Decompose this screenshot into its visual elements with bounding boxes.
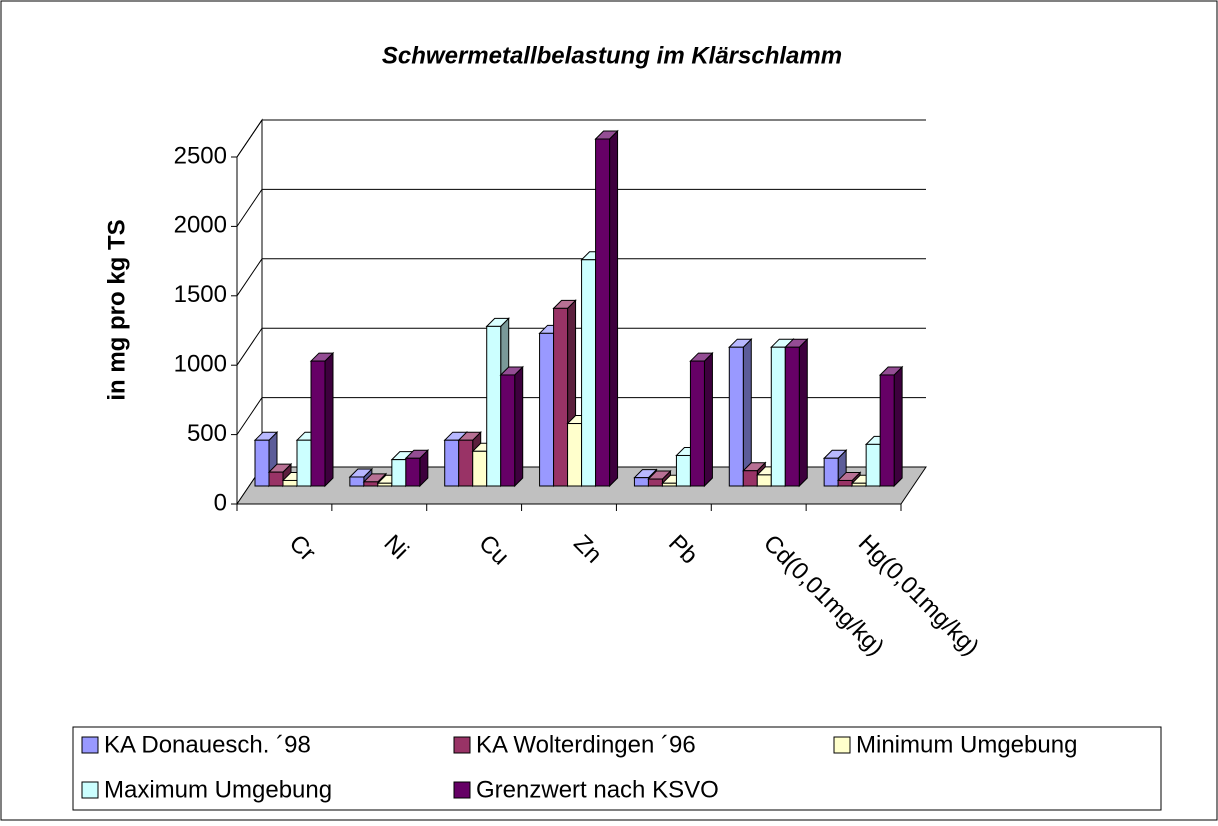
bar-front bbox=[486, 325, 502, 487]
y-tick-label: 1000 bbox=[174, 351, 227, 378]
legend bbox=[72, 726, 1162, 811]
bar-front bbox=[268, 471, 284, 487]
legend-label: KA Donauesch. ´98 bbox=[104, 731, 311, 758]
bar-side bbox=[893, 365, 903, 488]
y-tick-label: 0 bbox=[214, 489, 227, 516]
bar bbox=[822, 449, 848, 488]
bar-front bbox=[675, 454, 691, 487]
bar-front bbox=[553, 307, 569, 487]
bar-front bbox=[377, 482, 393, 487]
bar-front bbox=[851, 482, 867, 487]
bar-front bbox=[500, 374, 516, 487]
bar-front bbox=[689, 360, 705, 487]
grid-line bbox=[236, 327, 926, 366]
legend-swatch bbox=[81, 736, 99, 754]
bar bbox=[404, 449, 430, 488]
bar bbox=[499, 365, 524, 488]
bar-front bbox=[823, 457, 839, 487]
bar bbox=[689, 351, 714, 488]
bar bbox=[878, 365, 904, 488]
bar-front bbox=[633, 477, 649, 487]
bar-front bbox=[595, 138, 611, 487]
grid-line bbox=[236, 188, 926, 227]
grid-line bbox=[236, 119, 926, 158]
bar-front bbox=[472, 450, 488, 487]
bar-front bbox=[770, 346, 786, 487]
y-tick-label: 1500 bbox=[174, 281, 227, 308]
bar-side bbox=[324, 351, 334, 488]
bar-front bbox=[310, 360, 326, 487]
bar-front bbox=[254, 439, 270, 487]
y-tick-label: 2000 bbox=[174, 212, 227, 239]
bar-front bbox=[282, 479, 298, 487]
y-tick-label: 500 bbox=[187, 420, 227, 447]
legend-swatch bbox=[81, 781, 99, 799]
y-axis-label: in mg pro kg TS bbox=[103, 219, 130, 400]
bar-front bbox=[349, 476, 365, 487]
bar bbox=[728, 337, 753, 488]
bar-front bbox=[539, 332, 555, 487]
bar-front bbox=[865, 443, 881, 487]
bar-front bbox=[837, 479, 853, 487]
bar-front bbox=[405, 457, 421, 487]
bar-side bbox=[514, 365, 524, 488]
bar-side bbox=[798, 337, 808, 488]
bar bbox=[267, 462, 293, 488]
bar bbox=[784, 337, 809, 488]
bar-front bbox=[647, 478, 663, 487]
bar-front bbox=[728, 346, 744, 487]
bar bbox=[594, 129, 619, 488]
legend-label: Maximum Umgebung bbox=[104, 776, 332, 803]
bar-front bbox=[661, 482, 677, 487]
bar-front bbox=[756, 474, 772, 487]
grid-line bbox=[236, 258, 926, 297]
bar-side bbox=[703, 351, 713, 488]
bar-front bbox=[742, 470, 758, 487]
bar-front bbox=[784, 346, 800, 487]
y-tick-label: 2500 bbox=[174, 142, 227, 169]
bar-front bbox=[363, 481, 379, 487]
bar-front bbox=[296, 439, 312, 487]
bar-front bbox=[458, 439, 474, 487]
legend-label: Grenzwert nach KSVO bbox=[476, 776, 719, 803]
bar-front bbox=[879, 374, 895, 487]
bar-front bbox=[581, 259, 597, 487]
bar bbox=[309, 351, 335, 488]
legend-swatch bbox=[453, 736, 471, 754]
chart-title: Schwermetallbelastung im Klärschlamm bbox=[382, 42, 842, 69]
bar-front bbox=[567, 423, 583, 487]
legend-label: Minimum Umgebung bbox=[856, 731, 1077, 758]
legend-swatch bbox=[833, 736, 851, 754]
legend-label: KA Wolterdingen ´96 bbox=[476, 731, 696, 758]
legend-swatch bbox=[453, 781, 471, 799]
bar-side bbox=[609, 129, 619, 488]
bar-front bbox=[444, 439, 460, 487]
bar-front bbox=[391, 459, 407, 487]
